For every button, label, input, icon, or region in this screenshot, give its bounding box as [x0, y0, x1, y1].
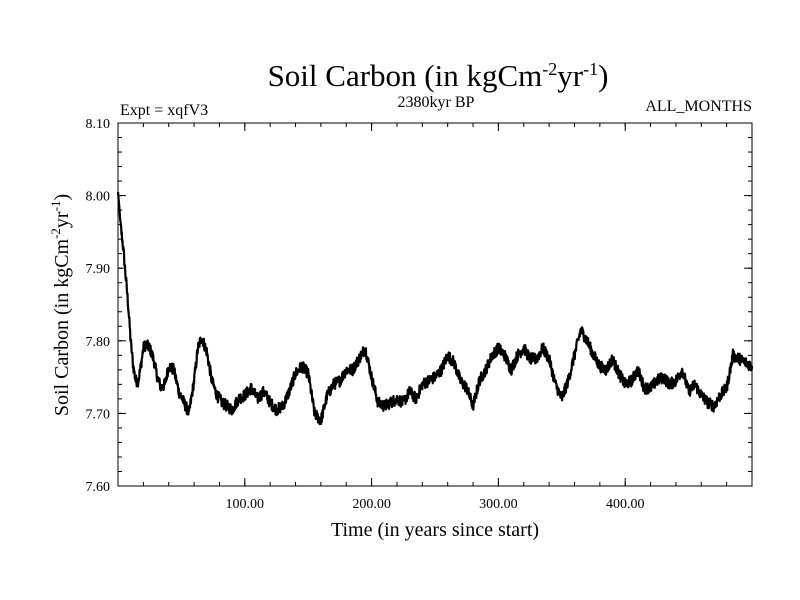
plot-frame [117, 122, 753, 487]
chart-title-sup2: -1 [583, 59, 598, 79]
chart-title-main: Soil Carbon (in kgCm [268, 58, 543, 93]
period-label: 2380kyr BP [398, 94, 475, 111]
y-axis-label: Soil Carbon (in kgCm-2yr-1) [48, 194, 73, 416]
y-axis-label-mid: yr [51, 211, 73, 228]
y-tick-label: 8.10 [86, 117, 111, 132]
minor-ticks [118, 122, 752, 487]
x-tick-label: 100.00 [226, 497, 265, 512]
y-tick-label: 7.90 [86, 262, 111, 277]
x-tick-label: 200.00 [352, 497, 391, 512]
y-tick-label: 8.00 [86, 190, 111, 205]
chart-title-end: ) [598, 58, 608, 93]
y-axis-label-end: ) [51, 194, 73, 201]
y-tick-label: 7.80 [86, 335, 111, 350]
x-axis: 100.00 200.00 300.00 400.00 [226, 123, 645, 512]
series-line-soil-carbon [116, 191, 754, 426]
x-tick-label: 400.00 [606, 497, 645, 512]
y-axis-label-sup1: -2 [48, 228, 63, 239]
y-tick-label: 7.60 [86, 480, 111, 495]
y-axis-label-main: Soil Carbon (in kgCm [51, 238, 73, 416]
chart-title-mid: yr [557, 58, 584, 93]
y-axis-label-sup2: -1 [48, 201, 63, 212]
x-tick-label: 300.00 [479, 497, 518, 512]
x-axis-label: Time (in years since start) [331, 519, 539, 541]
y-axis: 7.60 7.70 7.80 7.90 8.00 8.10 [86, 117, 752, 495]
months-label: ALL_MONTHS [645, 98, 752, 115]
chart-title-sup1: -2 [542, 59, 557, 79]
chart-title: Soil Carbon (in kgCm-2yr-1) [268, 58, 609, 93]
y-tick-label: 7.70 [86, 407, 111, 422]
experiment-label: Expt = xqfV3 [120, 102, 208, 119]
